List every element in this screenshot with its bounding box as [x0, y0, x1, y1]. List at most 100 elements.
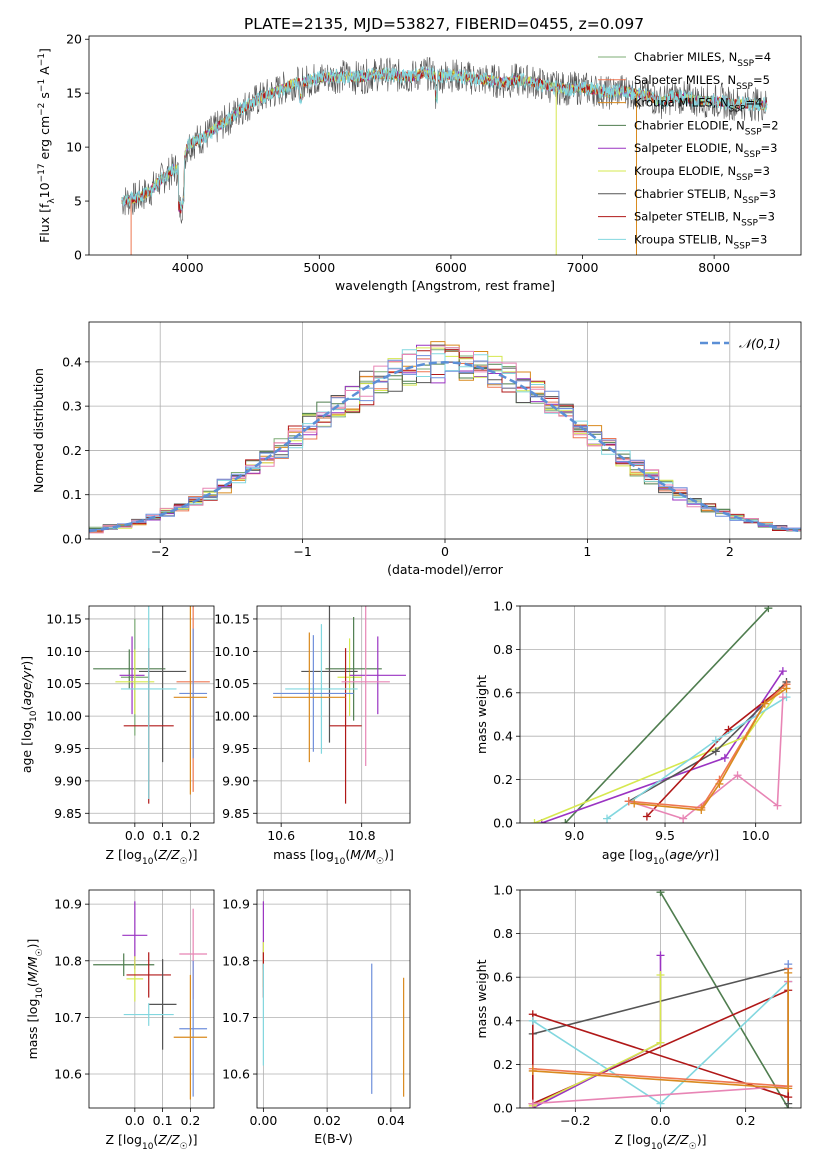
spectrum-legend: Chabrier MILES, NSSP=4 Salpeter MILES, NS…: [598, 50, 779, 251]
plus-marker: [711, 736, 720, 745]
y-tick-label: 0.8: [493, 642, 513, 657]
y-axis-label: Normed distribution: [31, 368, 46, 493]
weight_vs_Z-plot-area: [528, 890, 793, 1108]
y-tick-label: 20: [66, 32, 82, 47]
plus-marker: [528, 1066, 537, 1075]
plus-marker: [642, 812, 651, 821]
y-tick-label: 10.10: [46, 644, 82, 659]
x-tick-label: 0.1: [153, 1113, 173, 1128]
plus-marker: [679, 814, 688, 823]
x-axis-label: (data-model)/error: [387, 562, 504, 577]
plus-marker: [778, 667, 787, 676]
errorbar-point: [273, 632, 346, 763]
plus-marker: [733, 771, 742, 780]
y-tick-label: 0.2: [62, 443, 82, 458]
legend-entry: Chabrier MILES, NSSP=4: [634, 50, 771, 69]
x-axis-label: Z [log10(Z/Z☉)]: [615, 1132, 707, 1152]
plus-marker: [656, 1099, 665, 1108]
y-tick-label: 10.7: [222, 1010, 250, 1025]
x-tick-label: 0.1: [153, 828, 173, 843]
y-tick-label: 9.85: [222, 806, 250, 821]
plus-marker: [656, 890, 665, 897]
plus-marker: [630, 799, 639, 808]
x-tick-label: 0.0: [125, 1113, 145, 1128]
x-tick-label: 0.2: [180, 1113, 200, 1128]
axes-frame: [519, 889, 802, 1109]
y-tick-label: 0.0: [62, 532, 82, 547]
mass_vs_ebv-plot-area: [262, 901, 405, 1097]
plus-marker: [784, 1093, 793, 1102]
y-axis-label: age [log10(age/yr)]: [19, 656, 39, 773]
y-tick-label: 1.0: [493, 883, 513, 898]
x-axis-label: age [log10(age/yr)]: [602, 847, 719, 867]
histogram-step-salpeter-stelib: [89, 349, 801, 532]
errorbar-point: [325, 617, 382, 721]
errorbar-point: [301, 606, 358, 743]
x-tick-label: 6000: [435, 260, 467, 275]
age_vs_mass-panel: 10.6 10.8 9.85 9.90 9.95 10.00 10.05 10.10 10.15…: [214, 605, 411, 867]
errorbar-point: [273, 635, 354, 752]
y-axis-label: mass weight: [474, 959, 489, 1038]
figure-title: PLATE=2135, MJD=53827, FIBERID=0455, z=0…: [244, 15, 644, 33]
errorbar-point: [349, 636, 406, 715]
x-tick-label: 0.0: [125, 828, 145, 843]
x-tick-label: 5000: [303, 260, 335, 275]
y-tick-label: 0.6: [493, 685, 513, 700]
x-tick-label: 7000: [567, 260, 599, 275]
y-axis-label: mass weight: [474, 675, 489, 754]
weight_vs_age-panel: 9.0 9.5 10.0 0.0 0.2 0.4 0.6 0.8 1.0 age [log10(a…: [474, 599, 802, 867]
x-tick-label: 0.2: [180, 828, 200, 843]
errorbar-point: [173, 974, 208, 1100]
y-tick-label: 10.00: [46, 709, 82, 724]
residuals-plot-area: [89, 341, 801, 534]
plus-marker: [530, 819, 539, 823]
errorbar-point: [126, 952, 171, 998]
y-tick-label: 10.05: [214, 676, 250, 691]
spectrum-line-chabrier-stelib: [121, 56, 768, 224]
y-tick-label: 10.6: [222, 1067, 250, 1082]
plus-marker: [656, 1038, 665, 1047]
y-tick-label: 10.05: [46, 676, 82, 691]
errorbar-point: [123, 1003, 174, 1026]
x-tick-label: 2: [726, 544, 734, 559]
errorbar-point: [173, 606, 208, 795]
plus-marker: [784, 968, 793, 977]
plus-marker: [784, 960, 793, 969]
normal-curve: [89, 361, 799, 533]
y-tick-label: 9.90: [54, 773, 82, 788]
weight-line-chabrier-elodie: [659, 891, 789, 1108]
plus-marker: [561, 819, 570, 823]
x-axis-label: Z [log10(Z/Z☉)]: [106, 1132, 198, 1152]
x-tick-label: −2: [151, 544, 169, 559]
spectrum-line-kroupa-stelib: [121, 66, 768, 211]
errorbar-point: [119, 636, 145, 715]
x-axis-label: E(B-V): [314, 1131, 353, 1146]
plus-marker: [773, 801, 782, 810]
y-tick-label: 9.85: [54, 806, 82, 821]
age_vs_mass-plot-area: [273, 606, 406, 804]
weight_vs_age-plot-area: [530, 606, 791, 823]
y-tick-label: 10.7: [54, 1010, 82, 1025]
x-tick-label: 0: [441, 544, 449, 559]
axes-frame: [88, 889, 215, 1109]
axes-frame: [519, 605, 802, 824]
y-tick-label: 0.2: [493, 772, 513, 787]
x-tick-label: 1: [583, 544, 591, 559]
errorbar-point: [341, 606, 390, 766]
x-tick-label: 9.0: [564, 828, 584, 843]
y-tick-label: 0.6: [493, 970, 513, 985]
residuals-legend: 𝒩(0,1): [700, 336, 781, 351]
errorbar-point: [139, 606, 187, 763]
x-tick-label: 10.0: [742, 828, 770, 843]
x-axis-label: Z [log10(Z/Z☉)]: [106, 847, 198, 867]
x-tick-label: 10.6: [267, 828, 295, 843]
axes-frame: [88, 35, 802, 256]
weight_vs_Z-panel: −0.2 0.0 0.2 0.0 0.2 0.4 0.6 0.8 1.0 Z [log10(Z/Z…: [474, 883, 802, 1152]
errorbar-point: [126, 956, 144, 1002]
legend-entry: Kroupa STELIB, NSSP=3: [634, 232, 767, 251]
errorbar-point: [93, 649, 166, 689]
legend-entry: Chabrier STELIB, NSSP=3: [634, 187, 776, 206]
y-tick-label: 0.4: [62, 354, 82, 369]
plus-marker: [528, 1016, 537, 1025]
